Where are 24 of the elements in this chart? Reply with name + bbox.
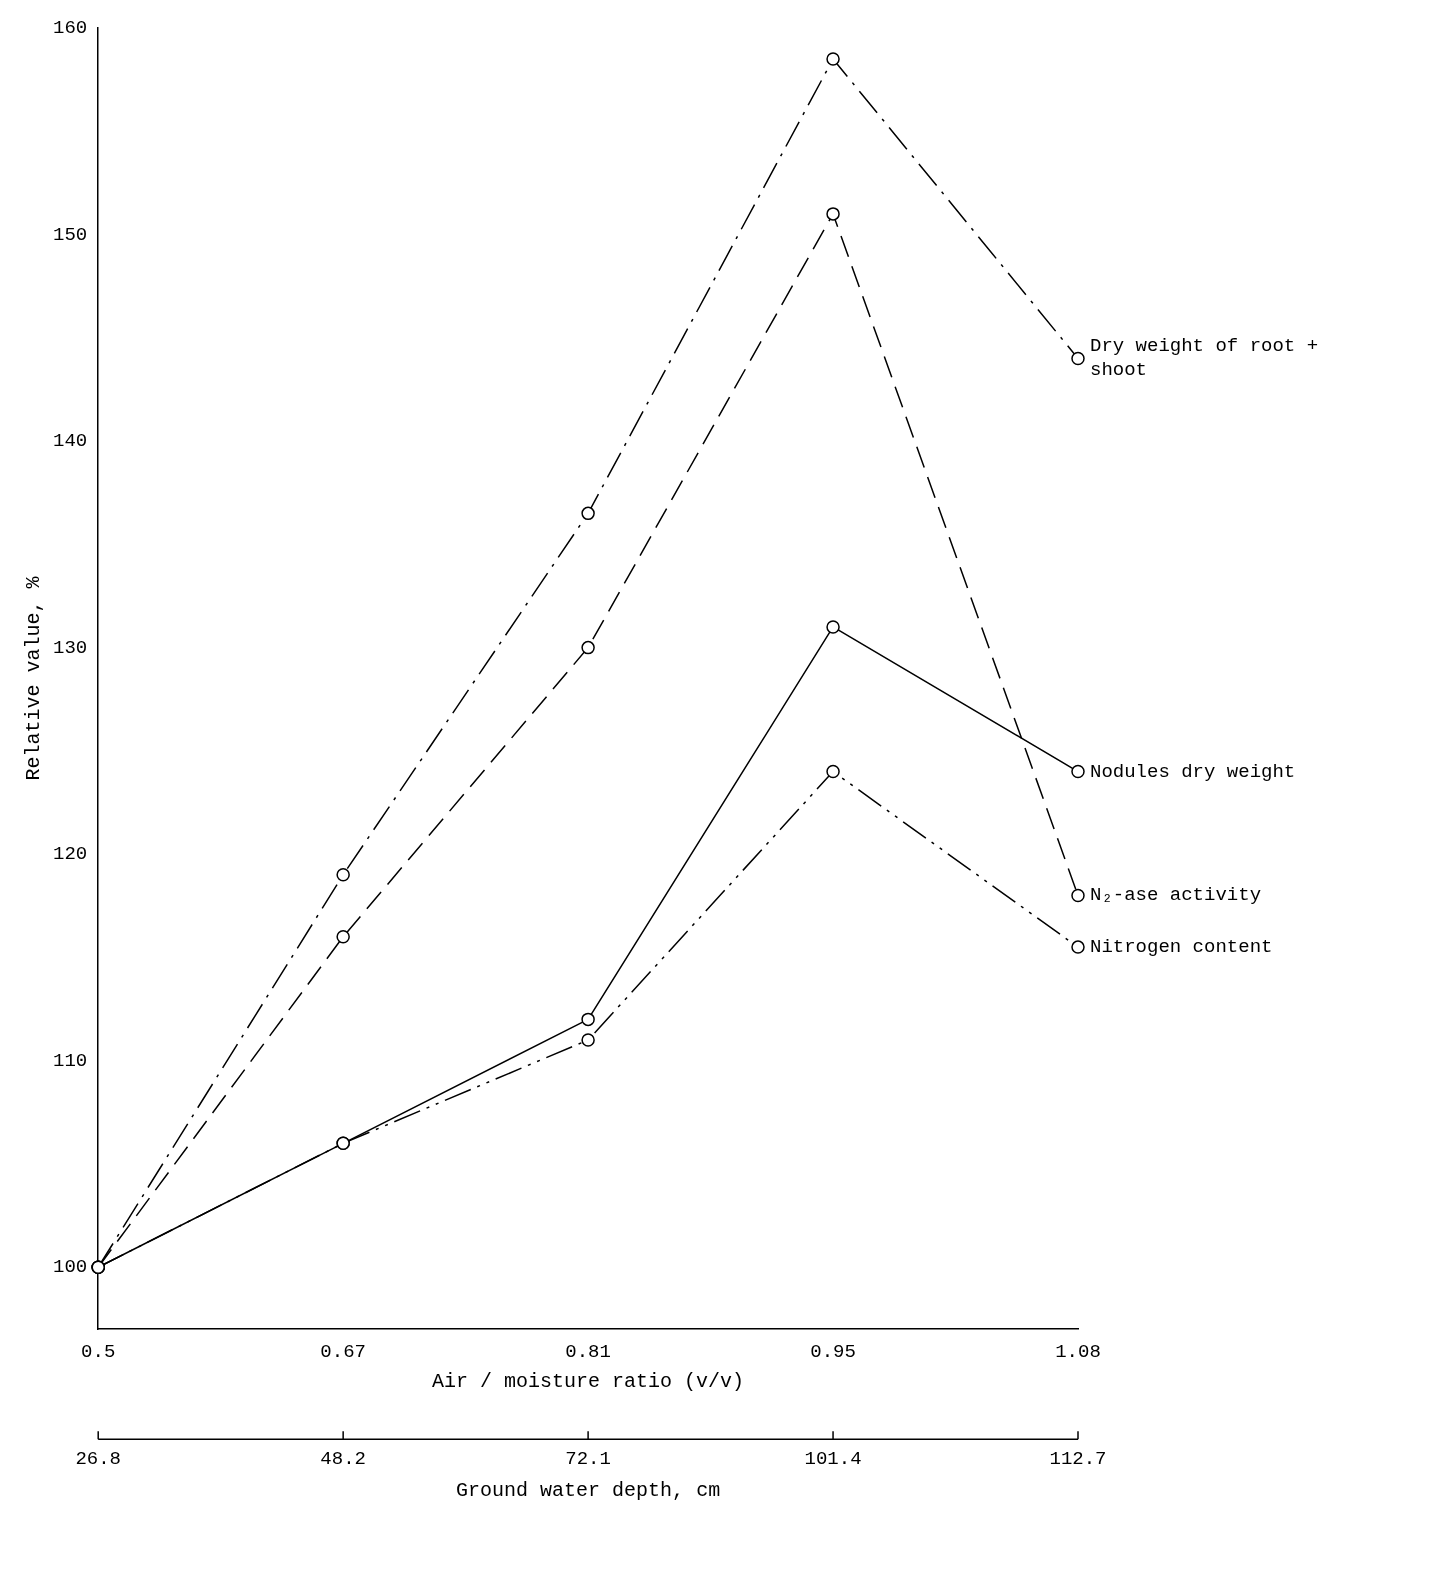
x-tick-label: 0.67 (320, 1340, 366, 1363)
y-tick-label: 110 (52, 1049, 88, 1072)
annotation: 101.4 (804, 1447, 862, 1470)
x-axis-title: Air / moisture ratio (v/v) (432, 1370, 745, 1394)
series-label: N₂-ase activity (1090, 884, 1262, 907)
series-label: Dry weight of root + shoot (1090, 335, 1319, 382)
series-label: Nodules dry weight (1090, 760, 1296, 783)
y-tick-label: 130 (52, 636, 88, 659)
x-tick-label: 1.08 (1055, 1340, 1101, 1363)
series-label: Nitrogen content (1090, 936, 1273, 959)
x-tick-label: 0.95 (810, 1340, 856, 1363)
x2-axis-title: Ground water depth, cm (456, 1479, 721, 1503)
y-axis-title: Relative value, % (22, 575, 46, 781)
annotation: 112.7 (1049, 1447, 1107, 1470)
x-tick-label: 0.81 (565, 1340, 611, 1363)
annotation: 48.2 (320, 1447, 366, 1470)
x-tick-label: 0.5 (81, 1340, 116, 1363)
annotation: 72.1 (565, 1447, 611, 1470)
y-tick-label: 120 (52, 843, 88, 866)
annotation: 26.8 (75, 1447, 122, 1470)
y-tick-label: 140 (52, 430, 88, 453)
y-tick-label: 160 (52, 17, 88, 40)
y-tick-label: 100 (52, 1256, 88, 1279)
y-tick-label: 150 (52, 223, 88, 246)
